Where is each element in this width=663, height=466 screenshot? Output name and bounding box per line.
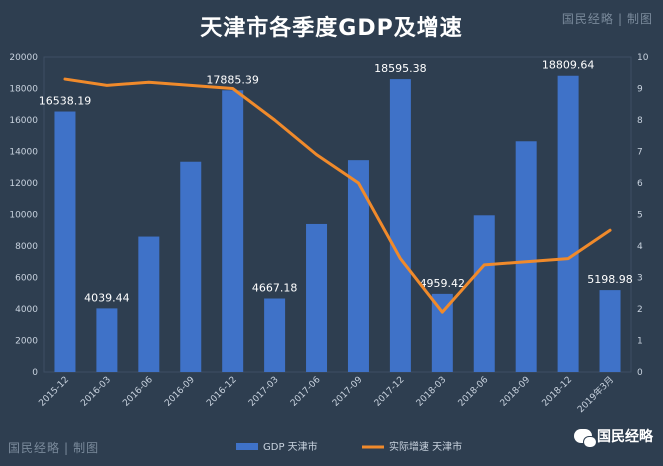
x-tick-label: 2018-09 [499,375,533,409]
gdp-bar [96,308,118,372]
x-tick-label: 2017-12 [373,375,407,409]
gdp-bar [515,141,537,372]
gdp-data-label: 4959.42 [420,277,466,290]
x-tick-label: 2017-06 [289,375,323,409]
y-tick-label-left: 10000 [9,211,38,221]
brand-name: 国民经略 [8,441,61,455]
x-tick-label: 2018-06 [457,375,491,409]
x-tick-label: 2017-09 [331,375,365,409]
y-tick-label-left: 14000 [9,148,38,158]
gdp-bar [306,223,328,372]
y-tick-label-right: 4 [637,242,643,252]
legend-label-growth: 实际增速 天津市 [389,440,462,453]
gdp-data-label: 5198.98 [587,273,633,286]
gdp-bar [389,79,411,372]
y-tick-label-right: 8 [637,116,643,126]
y-tick-label-left: 4000 [15,305,38,315]
gdp-bar [599,290,621,372]
gdp-data-label: 16538.19 [39,95,92,108]
y-tick-label-right: 1 [637,337,643,347]
growth-line [63,77,612,314]
y-tick-label-right: 9 [637,85,643,95]
y-tick-label-right: 0 [637,368,643,378]
y-tick-label-left: 18000 [9,85,38,95]
gdp-bar [222,90,244,372]
gdp-bar [138,236,160,372]
y-tick-label-left: 2000 [15,337,38,347]
brand-action: 制图 [626,12,653,26]
y-tick-label-left: 6000 [15,274,38,284]
x-tick-label: 2016-12 [205,375,239,409]
brand-name: 国民经略 [561,12,614,26]
y-tick-label-left: 0 [32,368,38,378]
y-tick-label-right: 3 [637,274,643,284]
y-tick-label-right: 5 [637,211,643,221]
brand-watermark-top: 国民经略 | 制图 [562,10,653,27]
gdp-bar [557,75,579,372]
x-tick-label: 2016-09 [163,375,197,409]
brand-action: 制图 [73,441,100,455]
gdp-bar [347,160,369,372]
gdp-bar [473,215,495,372]
y-tick-label-left: 8000 [15,242,38,252]
gdp-data-label: 18595.38 [374,62,427,75]
gdp-data-label: 18809.64 [542,59,595,72]
gdp-data-label: 17885.39 [206,73,259,86]
x-tick-label: 2015-12 [37,375,71,409]
chart-title: 天津市各季度GDP及增速 [200,16,463,41]
gdp-bar [180,161,202,372]
x-tick-label: 2016-06 [121,375,155,409]
gdp-data-label: 4039.44 [84,291,130,304]
y-tick-label-right: 7 [637,148,643,158]
x-tick-label: 2018-03 [415,375,449,409]
y-tick-label-right: 10 [637,53,649,63]
gdp-bar [264,298,286,372]
brand-watermark-bottom: 国民经略 | 制图 [8,439,99,456]
x-tick-label: 2018-12 [541,375,575,409]
y-tick-label-left: 16000 [9,116,38,126]
x-tick-label: 2016-03 [79,375,113,409]
y-tick-label-right: 6 [637,179,643,189]
x-tick-label: 2017-03 [247,375,281,409]
y-tick-label-left: 20000 [9,53,38,63]
brand-separator: | [64,441,70,455]
gdp-bar [54,111,76,373]
gdp-data-label: 4667.18 [252,281,298,294]
legend-label-gdp: GDP 天津市 [263,440,318,453]
wechat-badge: 国民经略 [574,426,653,448]
x-tick-label: 2019年3月 [575,374,616,415]
wechat-icon [574,429,597,448]
y-tick-label-right: 2 [637,305,643,315]
y-tick-label-left: 12000 [9,179,38,189]
plot-frame [43,56,632,373]
wechat-label: 国民经略 [597,429,653,445]
legend-swatch-gdp [236,443,258,450]
gdp-bar [431,293,453,372]
brand-separator: | [617,12,623,26]
